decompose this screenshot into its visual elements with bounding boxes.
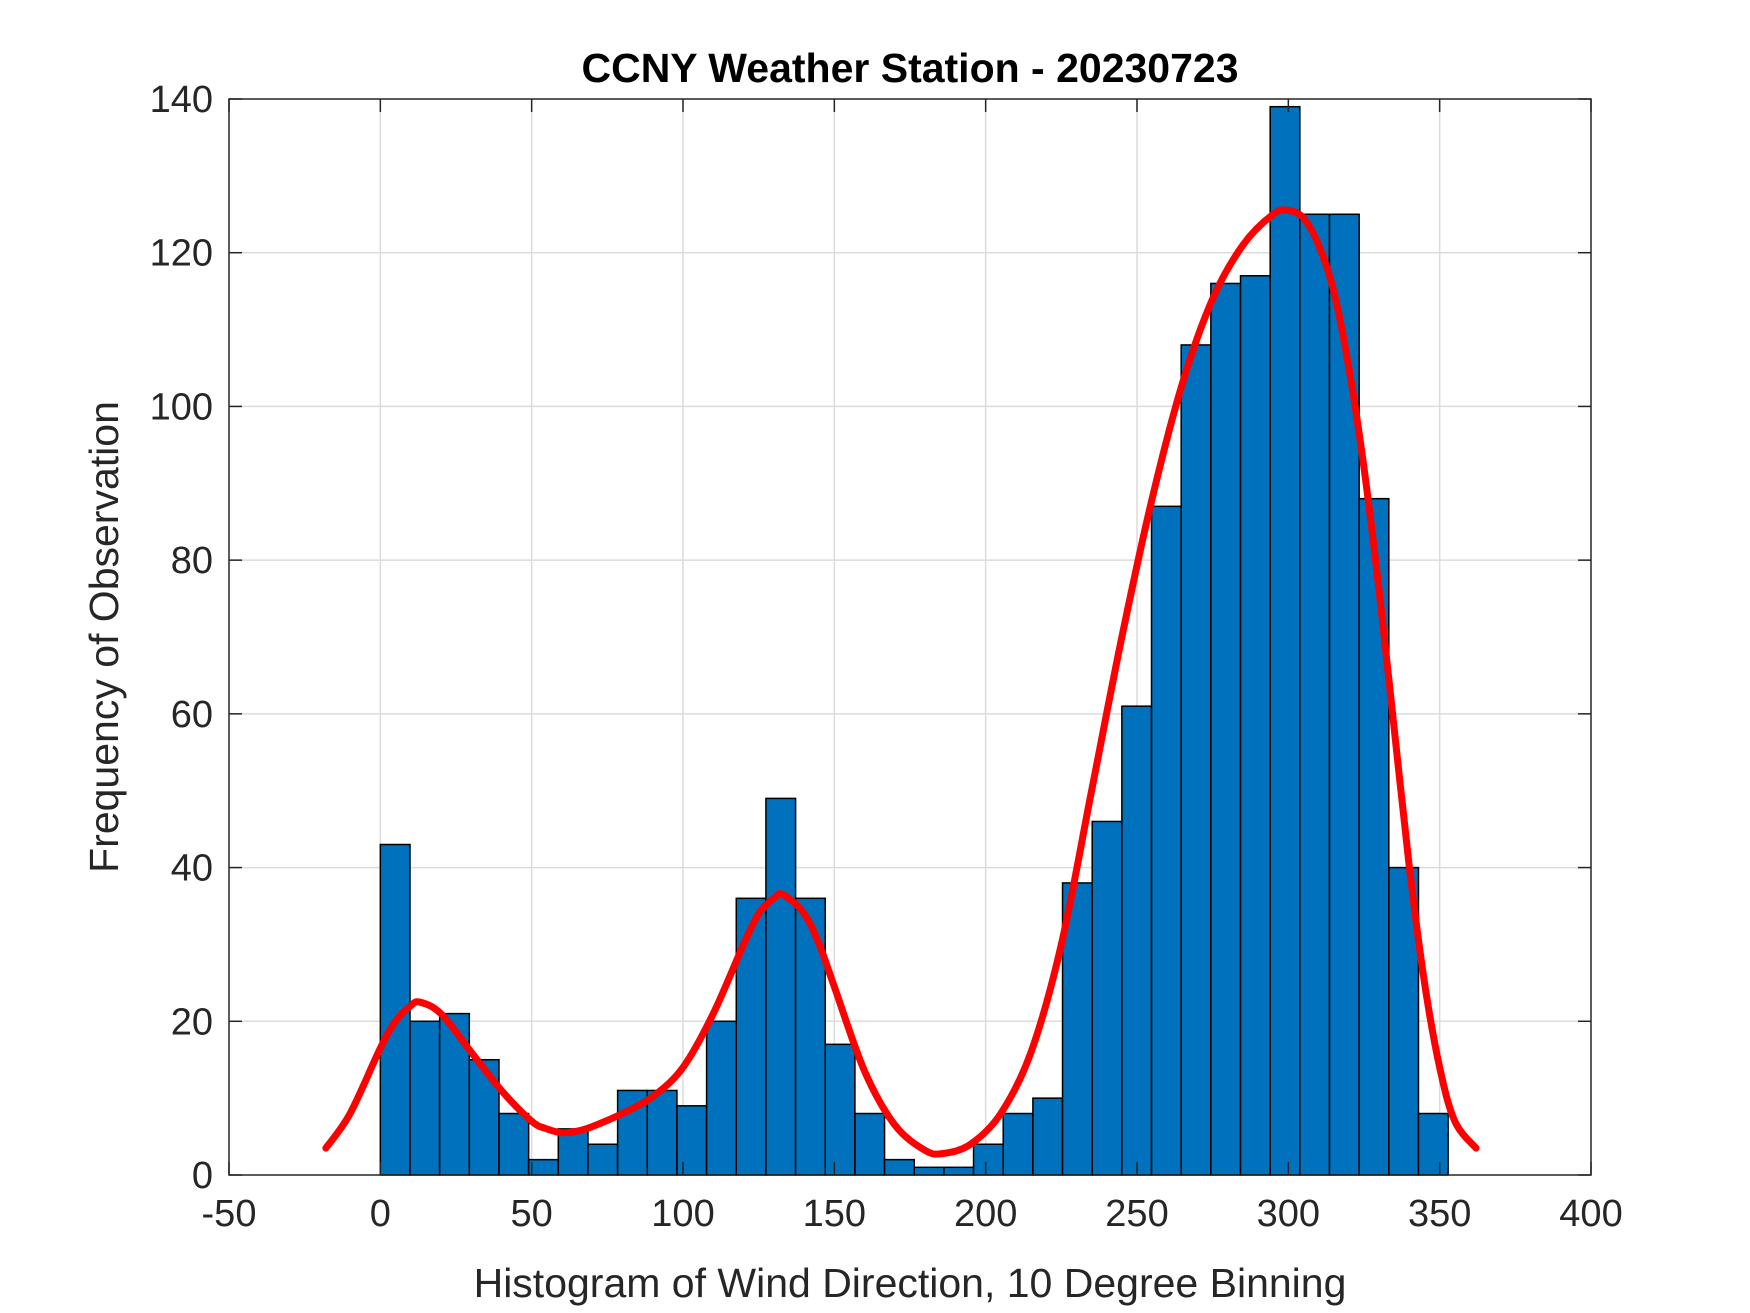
fit-curve-layer [322, 206, 1480, 1158]
y-tick-label: 0 [192, 1155, 213, 1197]
axes-box [228, 98, 1592, 1176]
y-tick-label: 140 [150, 79, 213, 121]
y-tick-label: 60 [171, 694, 213, 736]
histogram-bar [854, 1112, 886, 1176]
y-tick-label: 40 [171, 848, 213, 890]
x-tick-label: 300 [1257, 1193, 1320, 1235]
histogram-bar [1002, 1112, 1034, 1176]
histogram-bar [972, 1143, 1004, 1176]
x-tick-label: 100 [651, 1193, 714, 1235]
histogram-bar [438, 1012, 471, 1176]
x-tick-label: 250 [1105, 1193, 1168, 1235]
y-tick-label: 80 [171, 540, 213, 582]
x-tick-label: 400 [1559, 1193, 1622, 1235]
histogram-bars [379, 105, 1449, 1176]
histogram-bar [913, 1166, 945, 1176]
histogram-bar [1180, 344, 1212, 1176]
histogram-bar [1269, 105, 1301, 1176]
histogram-bar [765, 797, 797, 1176]
x-tick-labels: -50 0 50 100 150 200 250 300 350 400 [202, 1193, 1623, 1235]
x-tick-label: -50 [202, 1193, 257, 1235]
histogram-bar [883, 1158, 915, 1176]
tick-marks [228, 98, 1592, 1176]
x-tick-label: 50 [511, 1193, 553, 1235]
x-tick-label: 200 [954, 1193, 1017, 1235]
density-fit-line [322, 206, 1480, 1158]
x-tick-label: 0 [370, 1193, 391, 1235]
y-tick-label: 120 [150, 233, 213, 275]
chart-title: CCNY Weather Station - 20230723 [581, 45, 1238, 91]
histogram-bar [498, 1112, 530, 1176]
histogram-bar [705, 1020, 738, 1176]
histogram-bar [409, 1020, 441, 1176]
histogram-bar [1328, 213, 1360, 1176]
histogram-bar [1150, 505, 1182, 1176]
x-tick-label: 150 [803, 1193, 866, 1235]
histogram-bar [1032, 1097, 1064, 1176]
histogram-bar [1210, 282, 1242, 1176]
y-axis-label: Frequency of Observation [81, 401, 127, 873]
histogram-bar [1091, 820, 1123, 1176]
y-tick-labels: 0 20 40 60 80 100 120 140 [150, 79, 213, 1197]
x-tick-label: 350 [1408, 1193, 1471, 1235]
histogram-bar [1299, 213, 1331, 1176]
histogram-bar [646, 1089, 678, 1176]
histogram-bar [557, 1128, 589, 1176]
histogram-bar [735, 897, 767, 1176]
histogram-bar [1239, 275, 1271, 1176]
x-axis-label: Histogram of Wind Direction, 10 Degree B… [474, 1260, 1347, 1306]
histogram-bar [676, 1105, 708, 1176]
histogram-bar [1417, 1112, 1449, 1176]
histogram-bar [824, 1043, 856, 1176]
histogram-bar [943, 1166, 975, 1176]
histogram-bar [587, 1143, 619, 1176]
histogram-bar [1358, 497, 1390, 1176]
histogram-bar [527, 1158, 560, 1176]
histogram-bar [1121, 705, 1153, 1176]
y-tick-label: 100 [150, 386, 213, 428]
y-tick-label: 20 [171, 1001, 213, 1043]
